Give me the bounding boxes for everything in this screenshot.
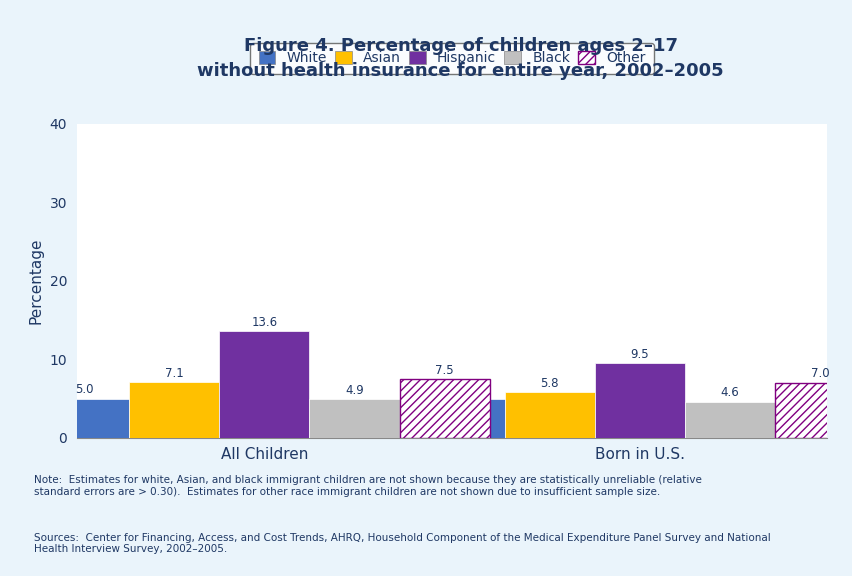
Bar	[130, 382, 219, 438]
Text: Sources:  Center for Financing, Access, and Cost Trends, AHRQ, Household Compone: Sources: Center for Financing, Access, a…	[34, 533, 770, 554]
Bar	[414, 399, 504, 438]
Bar	[594, 363, 684, 438]
Bar	[309, 399, 399, 438]
Text: 7.0: 7.0	[809, 367, 828, 381]
Text: 5.8: 5.8	[540, 377, 558, 390]
Bar	[399, 379, 489, 438]
Text: 7.5: 7.5	[435, 363, 453, 377]
Text: 13.6: 13.6	[251, 316, 277, 329]
Text: 7.1: 7.1	[164, 367, 183, 380]
Text: 4.9: 4.9	[450, 384, 469, 397]
Text: 9.5: 9.5	[630, 348, 648, 361]
Legend: White, Asian, Hispanic, Black, Other: White, Asian, Hispanic, Black, Other	[250, 43, 653, 74]
Text: 4.9: 4.9	[345, 384, 364, 397]
Y-axis label: Percentage: Percentage	[29, 237, 43, 324]
Text: Note:  Estimates for white, Asian, and black immigrant children are not shown be: Note: Estimates for white, Asian, and bl…	[34, 475, 701, 497]
Bar	[39, 399, 130, 438]
Text: 5.0: 5.0	[75, 383, 94, 396]
Bar	[219, 331, 309, 438]
Bar	[684, 401, 774, 438]
Text: Figure 4. Percentage of children ages 2–17
without health insurance for entire y: Figure 4. Percentage of children ages 2–…	[197, 37, 723, 80]
Text: 4.6: 4.6	[720, 386, 739, 399]
Bar	[504, 392, 594, 438]
Bar	[774, 383, 852, 438]
